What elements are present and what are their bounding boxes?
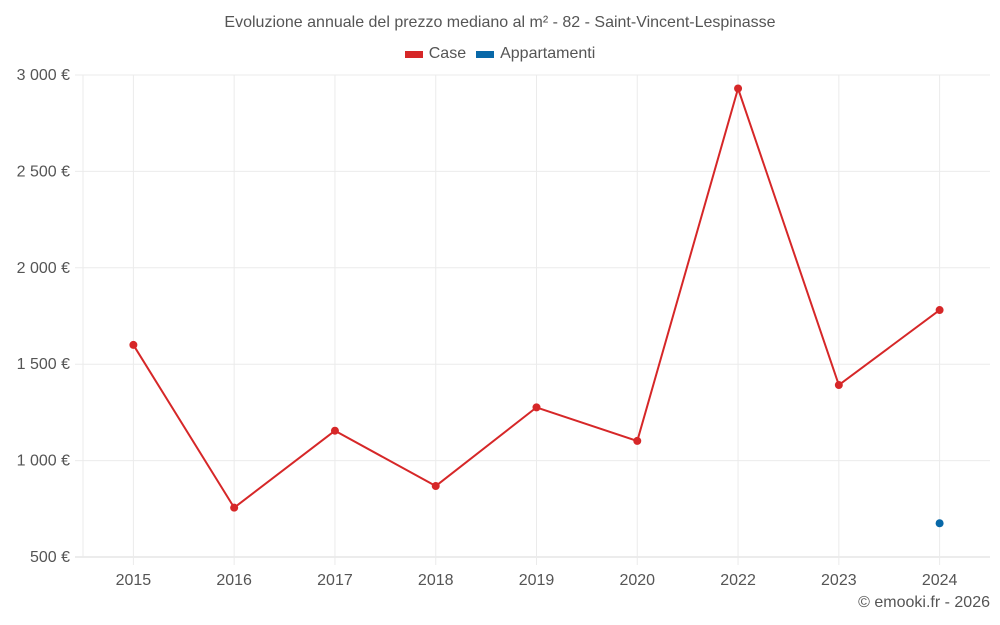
- legend-swatch-case: [404, 50, 423, 58]
- credit-text: © emooki.fr - 2026: [858, 594, 990, 611]
- x-tick-label: 2022: [720, 572, 756, 589]
- data-point[interactable]: [935, 519, 944, 528]
- y-axis: 500 € 1 000 € 1 500 € 2 000 € 2 500 € 3 000 €: [17, 67, 70, 566]
- data-point[interactable]: [532, 403, 541, 412]
- y-tick-label: 2 500 €: [17, 163, 70, 180]
- data-point[interactable]: [129, 340, 138, 349]
- legend-swatch-appartamenti: [476, 50, 495, 58]
- chart-legend: Case Appartamenti: [0, 45, 1000, 63]
- y-tick-label: 2 000 €: [17, 260, 70, 277]
- x-tick-label: 2020: [619, 572, 655, 589]
- data-point[interactable]: [935, 306, 944, 315]
- data-point[interactable]: [633, 436, 642, 445]
- x-tick-label: 2015: [116, 572, 152, 589]
- grid-lines: [75, 74, 990, 565]
- legend-label-case: Case: [428, 45, 467, 62]
- data-point[interactable]: [834, 381, 843, 390]
- data-point[interactable]: [734, 84, 743, 93]
- x-axis: 2015 2016 2017 2018 2019 2020 2022 2023 2024: [116, 572, 958, 589]
- y-tick-label: 1 000 €: [17, 453, 70, 470]
- x-tick-label: 2019: [519, 572, 555, 589]
- data-point[interactable]: [330, 426, 339, 435]
- x-tick-label: 2017: [317, 572, 353, 589]
- x-tick-label: 2018: [418, 572, 454, 589]
- x-tick-label: 2024: [922, 572, 958, 589]
- chart-title: Evoluzione annuale del prezzo mediano al…: [224, 14, 776, 31]
- x-tick-label: 2016: [216, 572, 252, 589]
- y-tick-label: 3 000 €: [17, 67, 70, 84]
- data-point[interactable]: [230, 503, 239, 512]
- data-series: [129, 84, 944, 528]
- legend-label-appartamenti: Appartamenti: [500, 45, 596, 62]
- y-tick-label: 1 500 €: [17, 356, 70, 373]
- data-point[interactable]: [431, 482, 440, 491]
- legend-item-case[interactable]: Case: [404, 45, 467, 63]
- x-tick-label: 2023: [821, 572, 857, 589]
- legend-item-appartamenti[interactable]: Appartamenti: [476, 45, 595, 63]
- y-tick-label: 500 €: [30, 549, 70, 566]
